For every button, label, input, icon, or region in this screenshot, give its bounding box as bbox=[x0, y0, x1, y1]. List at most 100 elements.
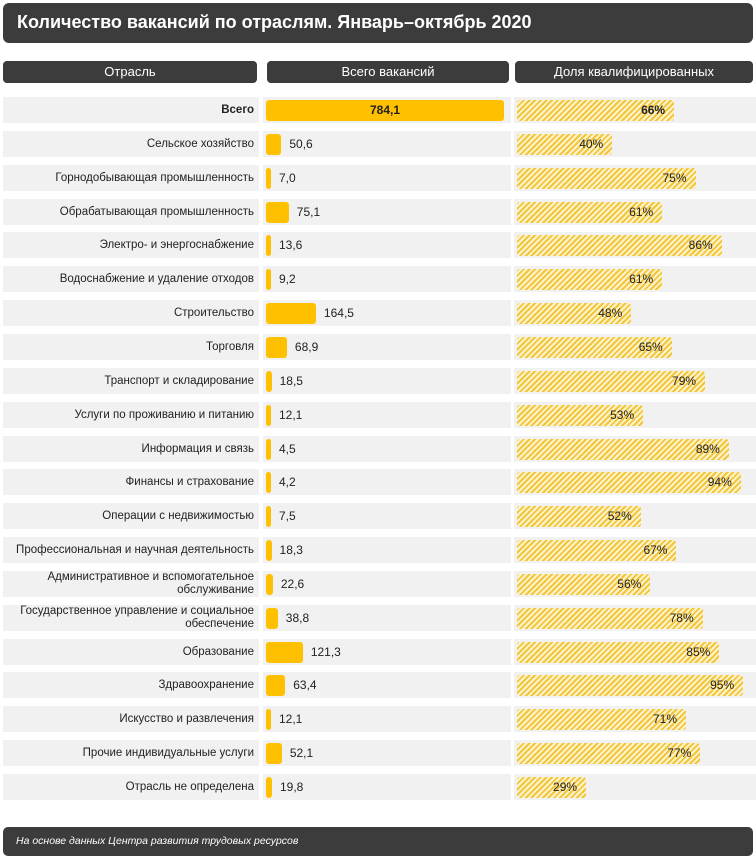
qualified-share-bar bbox=[517, 608, 703, 629]
row-background bbox=[3, 402, 259, 428]
category-label: Прочие индивидуальные услуги bbox=[82, 746, 254, 759]
row-background bbox=[3, 503, 259, 529]
row-background bbox=[3, 436, 259, 462]
category-label: Всего bbox=[221, 103, 254, 116]
row-background bbox=[263, 706, 511, 732]
column-header-share-label: Доля квалифицированных bbox=[554, 64, 714, 79]
row-background bbox=[263, 774, 511, 800]
qualified-share-bar bbox=[517, 439, 729, 460]
chart-row: Услуги по проживанию и питанию 12,1 53% bbox=[0, 402, 756, 428]
qualified-share-label: 56% bbox=[617, 577, 642, 591]
row-background bbox=[3, 469, 259, 495]
category-label: Финансы и страхование bbox=[125, 475, 254, 488]
row-background bbox=[263, 639, 511, 665]
row-background bbox=[3, 165, 259, 191]
vacancy-value-label: 7,5 bbox=[279, 509, 296, 523]
vacancy-value-label: 22,6 bbox=[280, 577, 305, 591]
chart-row: Прочие индивидуальные услуги 52,1 77% bbox=[0, 740, 756, 766]
row-background bbox=[3, 706, 259, 732]
vacancy-bar bbox=[266, 405, 271, 426]
qualified-share-label: 71% bbox=[652, 712, 677, 726]
row-background bbox=[3, 537, 259, 563]
category-label: Электро- и энергоснабжение bbox=[99, 238, 254, 251]
row-background bbox=[3, 774, 259, 800]
row-background bbox=[263, 199, 511, 225]
qualified-share-bar bbox=[517, 269, 663, 290]
qualified-share-bar bbox=[517, 371, 706, 392]
chart-row: Всего 784,1 66% bbox=[0, 97, 756, 123]
row-background bbox=[3, 368, 259, 394]
vacancy-bar bbox=[266, 574, 273, 595]
vacancy-value-label: 9,2 bbox=[279, 272, 296, 286]
column-header-industry: Отрасль bbox=[3, 61, 257, 83]
vacancy-value-label: 7,0 bbox=[279, 171, 296, 185]
category-label: Административное и вспомогательное обслу… bbox=[47, 571, 254, 596]
row-background bbox=[3, 300, 259, 326]
category-label: Здравоохранение bbox=[158, 678, 254, 691]
qualified-share-bar bbox=[517, 337, 672, 358]
qualified-share-label: 52% bbox=[607, 509, 632, 523]
row-background bbox=[263, 334, 511, 360]
qualified-share-bar bbox=[517, 405, 644, 426]
category-label: Информация и связь bbox=[141, 442, 254, 455]
column-header-share: Доля квалифицированных bbox=[515, 61, 753, 83]
vacancy-value-label: 13,6 bbox=[279, 238, 303, 252]
column-header-industry-label: Отрасль bbox=[104, 64, 156, 79]
qualified-share-bar bbox=[517, 134, 613, 155]
qualified-share-bar bbox=[517, 777, 587, 798]
chart-row: Искусство и развлечения 12,1 71% bbox=[0, 706, 756, 732]
qualified-share-bar bbox=[517, 202, 663, 223]
vacancy-value-label: 50,6 bbox=[289, 137, 313, 151]
vacancy-value-label: 52,1 bbox=[289, 746, 314, 760]
vacancy-bar bbox=[266, 540, 272, 561]
vacancy-value-label: 18,3 bbox=[279, 543, 303, 557]
vacancy-bar bbox=[266, 439, 271, 460]
vacancy-bar bbox=[266, 100, 504, 121]
chart-row: Государственное управление и социальное … bbox=[0, 605, 756, 631]
chart-row: Операции с недвижимостью 7,5 52% bbox=[0, 503, 756, 529]
row-background bbox=[263, 165, 511, 191]
chart-row: Информация и связь 4,5 89% bbox=[0, 436, 756, 462]
qualified-share-label: 75% bbox=[662, 171, 687, 185]
vacancy-value-label: 75,1 bbox=[296, 205, 321, 219]
qualified-share-bar bbox=[517, 100, 675, 121]
qualified-share-label: 89% bbox=[695, 442, 720, 456]
title-bar: Количество вакансий по отраслям. Январь–… bbox=[3, 3, 753, 43]
row-background bbox=[3, 672, 259, 698]
chart-row: Отрасль не определена 19,8 29% bbox=[0, 774, 756, 800]
row-background bbox=[263, 368, 511, 394]
chart-row: Транспорт и складирование 18,5 79% bbox=[0, 368, 756, 394]
chart-row: Профессиональная и научная деятельность 1… bbox=[0, 537, 756, 563]
qualified-share-label: 85% bbox=[686, 645, 711, 659]
category-label: Водоснабжение и удаление отходов bbox=[59, 272, 254, 285]
row-background bbox=[263, 571, 511, 597]
vacancy-bar bbox=[266, 371, 272, 392]
row-background bbox=[263, 537, 511, 563]
qualified-share-label: 77% bbox=[667, 746, 692, 760]
row-background bbox=[3, 571, 259, 597]
vacancy-bar bbox=[266, 709, 271, 730]
row-background bbox=[263, 469, 511, 495]
vacancy-bar bbox=[266, 642, 303, 663]
row-background bbox=[263, 605, 511, 631]
qualified-share-bar bbox=[517, 675, 744, 696]
row-background bbox=[3, 97, 259, 123]
qualified-share-bar bbox=[517, 235, 722, 256]
vacancy-value-label: 784,1 bbox=[369, 103, 401, 117]
qualified-share-label: 94% bbox=[707, 475, 732, 489]
category-label: Строительство bbox=[173, 306, 254, 319]
column-header-total-label: Всего вакансий bbox=[341, 64, 435, 79]
category-label: Профессиональная и научная деятельность bbox=[16, 543, 254, 556]
category-label: Услуги по проживанию и питанию bbox=[74, 408, 254, 421]
vacancy-bar bbox=[266, 337, 287, 358]
vacancy-value-label: 63,4 bbox=[293, 678, 317, 692]
qualified-share-bar bbox=[517, 743, 701, 764]
row-background bbox=[3, 605, 259, 631]
row-background bbox=[263, 402, 511, 428]
vacancy-bar bbox=[266, 269, 271, 290]
row-background bbox=[3, 740, 259, 766]
qualified-share-bar bbox=[517, 472, 741, 493]
chart-row: Электро- и энергоснабжение 13,6 86% bbox=[0, 232, 756, 258]
vacancy-bar bbox=[266, 777, 272, 798]
row-background bbox=[3, 131, 259, 157]
